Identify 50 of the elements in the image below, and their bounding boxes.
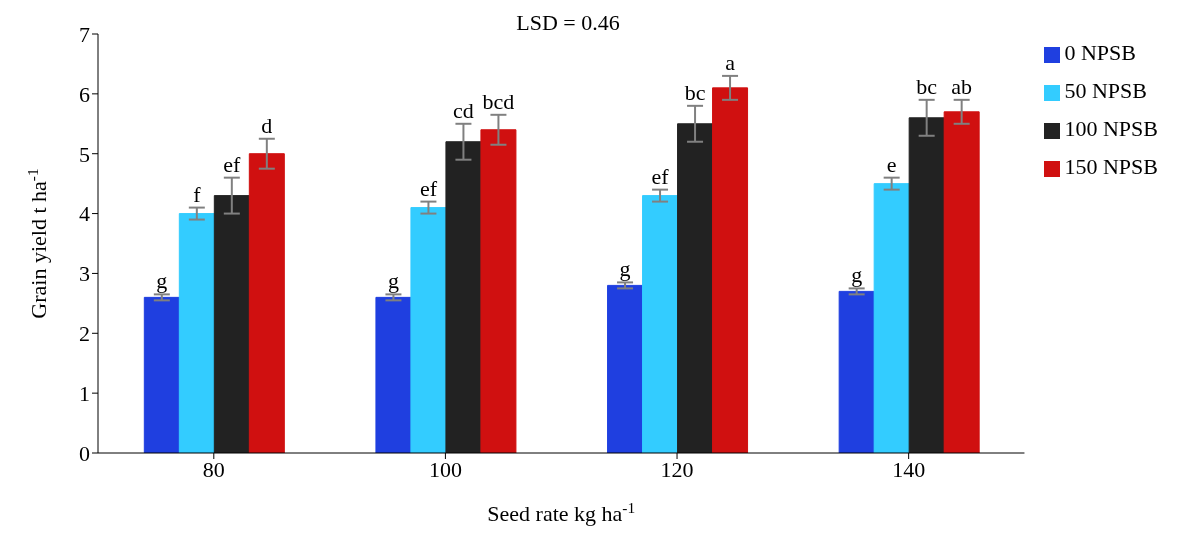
x-tick-label: 100: [428, 456, 462, 482]
y-tick-label: 5: [79, 141, 90, 167]
data-label: f: [193, 181, 202, 207]
x-tick-label: 80: [202, 456, 225, 482]
data-label: cd: [453, 97, 474, 123]
bar: [375, 296, 412, 453]
bar: [908, 117, 945, 453]
bar: [445, 141, 482, 453]
y-tick-label: 6: [79, 81, 90, 107]
data-label: ef: [419, 175, 438, 201]
bar: [213, 195, 250, 453]
bar: [677, 123, 714, 453]
annotation: LSD = 0.46: [516, 10, 620, 35]
data-label: e: [886, 151, 897, 177]
data-label: ef: [651, 163, 670, 189]
x-tick-label: 140: [892, 456, 926, 482]
legend-label: 100 NPSB: [1064, 116, 1158, 141]
y-tick-label: 3: [79, 261, 90, 287]
legend-label: 150 NPSB: [1064, 154, 1158, 179]
data-label: bc: [684, 79, 706, 105]
bar: [873, 183, 910, 453]
legend-label: 0 NPSB: [1064, 40, 1136, 65]
bar: [607, 284, 644, 453]
data-label: g: [851, 262, 863, 288]
data-label: d: [261, 112, 273, 138]
bar: [838, 290, 875, 453]
data-label: g: [387, 268, 399, 294]
x-tick-label: 120: [660, 456, 694, 482]
y-tick-label: 7: [79, 21, 90, 47]
data-label: g: [619, 256, 631, 282]
data-label: bcd: [482, 88, 515, 114]
data-label: a: [725, 49, 736, 75]
legend-label: 50 NPSB: [1064, 78, 1147, 103]
bar: [943, 111, 980, 453]
data-label: bc: [916, 73, 938, 99]
bar: [642, 195, 679, 453]
bar: [712, 87, 749, 453]
bar: [178, 213, 215, 453]
data-label: g: [156, 268, 168, 294]
bar: [410, 207, 447, 453]
y-tick-label: 2: [79, 321, 90, 347]
bar: [480, 129, 517, 453]
x-axis-title: Seed rate kg ha$^{-1}$: [487, 498, 636, 526]
y-tick-label: 1: [79, 380, 90, 406]
bar: [143, 296, 180, 453]
data-label: ef: [223, 151, 242, 177]
y-tick-label: 0: [79, 440, 90, 466]
data-label: ab: [951, 73, 973, 99]
bar: [248, 153, 285, 453]
y-tick-label: 4: [79, 201, 90, 227]
